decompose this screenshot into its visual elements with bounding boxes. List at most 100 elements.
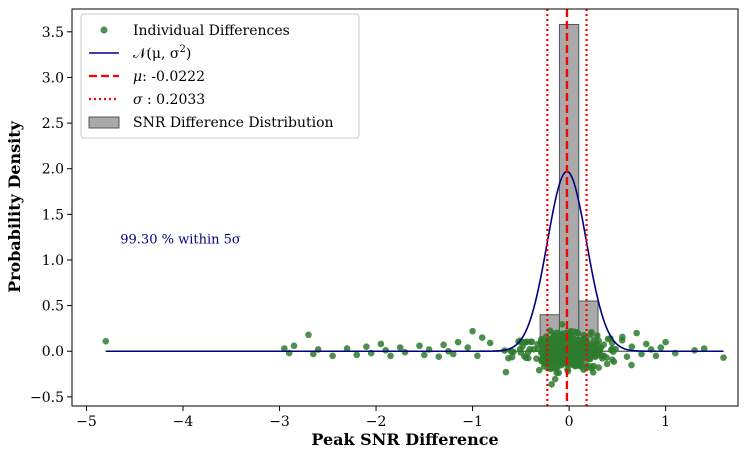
- scatter-point: [556, 360, 564, 367]
- scatter-point: [558, 321, 566, 328]
- scatter-point: [553, 329, 561, 337]
- scatter-point: [608, 356, 616, 364]
- x-tick-label: −4: [173, 414, 194, 430]
- scatter-point: [353, 351, 361, 359]
- scatter-point: [583, 347, 591, 355]
- scatter-point: [590, 344, 598, 351]
- scatter-point: [587, 362, 594, 370]
- scatter-point: [662, 338, 669, 346]
- y-tick-label: 1.0: [42, 253, 64, 269]
- legend: Individual Differences 𝒩(μ, σ2) μ: -0.02…: [80, 13, 360, 139]
- legend-gaussian-label: 𝒩(μ, σ2): [133, 44, 191, 62]
- scatter-point: [574, 353, 582, 361]
- scatter-point: [454, 338, 462, 346]
- scatter-point: [720, 354, 727, 361]
- scatter-point: [396, 344, 404, 351]
- scatter-point: [633, 329, 640, 337]
- scatter-point: [377, 340, 385, 348]
- x-tick-label: −2: [366, 414, 387, 430]
- scatter-point: [508, 353, 516, 361]
- scatter-point: [628, 361, 635, 369]
- y-axis-label: Probability Density: [5, 120, 24, 293]
- scatter-point: [580, 366, 587, 373]
- scatter-point: [657, 344, 665, 351]
- scatter-point: [623, 353, 631, 361]
- scatter-point: [440, 341, 447, 349]
- plot-area: [102, 9, 727, 406]
- scatter-point: [612, 345, 620, 353]
- scatter-point: [329, 352, 336, 360]
- scatter-point: [449, 350, 457, 358]
- legend-frame: [80, 13, 360, 139]
- scatter-point: [530, 345, 537, 353]
- scatter-point: [559, 337, 566, 345]
- scatter-point: [281, 345, 288, 352]
- axes: −5 −4 −3 −2 −1 0 1 −0.5 0.0 0.5 1.0 1.5 2.0 2.5 3.0 3.…: [5, 8, 739, 449]
- scatter-point: [343, 345, 351, 352]
- scatter-point: [628, 343, 636, 350]
- scatter-point: [691, 347, 698, 354]
- legend-scatter-label: Individual Differences: [133, 23, 290, 39]
- x-axis-ticks: −5 −4 −3 −2 −1 0 1: [76, 406, 670, 430]
- scatter-point: [589, 368, 597, 376]
- scatter-point: [700, 345, 708, 352]
- scatter-point: [538, 357, 546, 365]
- scatter-point: [478, 334, 486, 341]
- scatter-point: [575, 336, 582, 344]
- y-axis-ticks: −0.5 0.0 0.5 1.0 1.5 2.0 2.5 3.0 3.5: [30, 25, 72, 406]
- scatter-point: [572, 362, 579, 370]
- scatter-point: [638, 350, 645, 358]
- x-axis-label: Peak SNR Difference: [311, 430, 498, 449]
- x-tick-label: −3: [269, 414, 290, 430]
- scatter-point: [570, 328, 578, 335]
- scatter-point: [551, 375, 559, 383]
- scatter-point: [102, 337, 110, 345]
- scatter-point: [290, 342, 298, 350]
- scatter-point: [643, 340, 650, 348]
- scatter-point: [550, 361, 557, 369]
- y-tick-label: 2.5: [42, 116, 64, 132]
- scatter-point: [535, 366, 543, 374]
- scatter-point: [486, 339, 494, 347]
- scatter-point: [603, 360, 611, 368]
- scatter-point: [619, 333, 626, 341]
- scatter-point: [539, 348, 546, 355]
- scatter-point: [305, 331, 312, 339]
- scatter-point: [435, 353, 443, 361]
- legend-hist-label: SNR Difference Distribution: [133, 115, 334, 131]
- scatter-point: [534, 340, 541, 348]
- scatter-point: [310, 350, 317, 358]
- scatter-point: [464, 344, 472, 351]
- scatter-point: [533, 355, 540, 362]
- y-tick-label: 3.5: [42, 25, 64, 41]
- y-tick-label: 0.0: [42, 344, 64, 360]
- legend-mean-label: μ: -0.0222: [133, 69, 205, 85]
- scatter-point: [607, 335, 614, 342]
- scatter-point: [416, 342, 423, 350]
- axes-frame: [71, 8, 739, 407]
- legend-hist-patch: [88, 116, 120, 129]
- y-tick-label: 2.0: [42, 162, 64, 178]
- scatter-point: [401, 348, 409, 356]
- scatter-point: [600, 341, 608, 349]
- x-tick-label: −1: [462, 414, 483, 430]
- scatter-point: [549, 336, 557, 344]
- x-tick-label: 0: [565, 414, 574, 430]
- scatter-point: [421, 351, 428, 359]
- scatter-point: [502, 368, 510, 376]
- scatter-point: [527, 338, 534, 346]
- legend-scatter-marker: [100, 26, 108, 34]
- y-tick-label: −0.5: [30, 390, 64, 406]
- scatter-point: [469, 327, 476, 335]
- scatter-point: [600, 352, 608, 360]
- y-tick-label: 1.5: [42, 207, 64, 223]
- scatter-point: [382, 347, 389, 354]
- scatter-point: [521, 352, 528, 360]
- scatter-point: [387, 352, 394, 360]
- scatter-point: [593, 332, 601, 339]
- gaussian-curve: [105, 170, 724, 353]
- scatter-point: [363, 343, 370, 350]
- scatter-point: [548, 380, 555, 388]
